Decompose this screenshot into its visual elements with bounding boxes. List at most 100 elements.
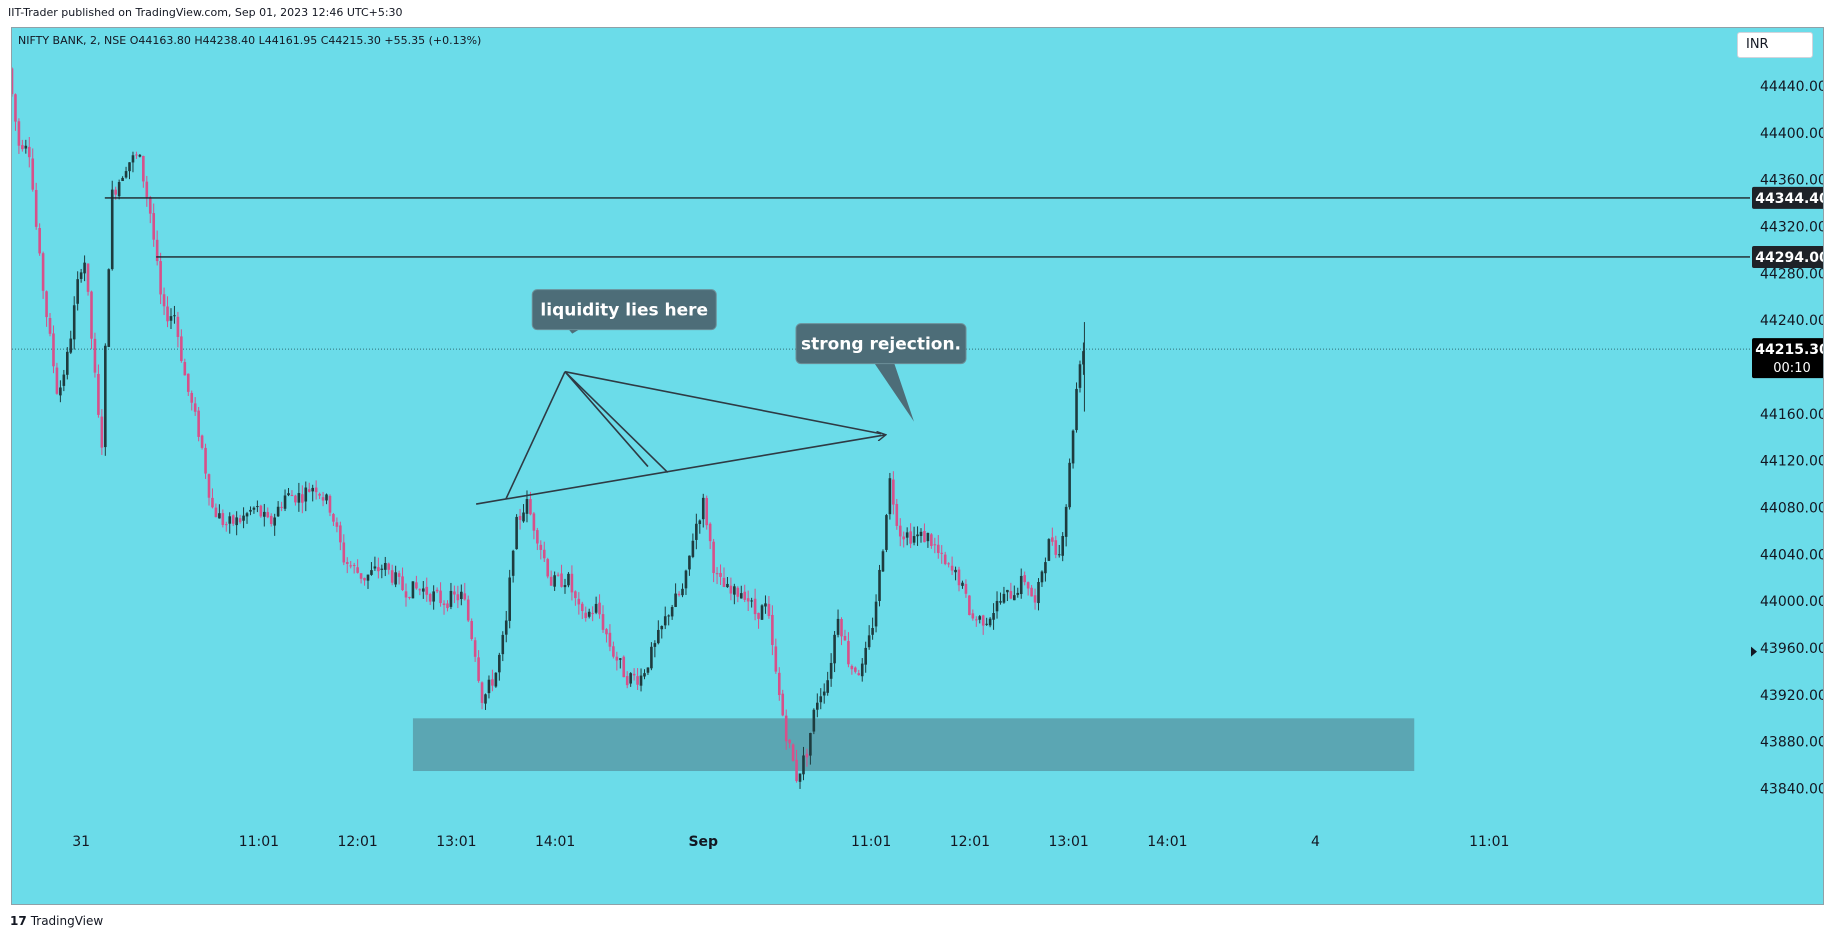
candle <box>854 666 857 674</box>
candle <box>518 508 522 530</box>
candle-body <box>301 494 304 503</box>
candle-body <box>643 673 646 677</box>
candle-body <box>753 598 757 615</box>
candle <box>432 585 435 610</box>
candle <box>995 591 999 619</box>
candle <box>643 669 646 680</box>
candle-body <box>104 345 107 448</box>
candle-body <box>629 673 632 684</box>
candle-body <box>898 525 902 537</box>
candle-body <box>677 593 681 596</box>
candle-body <box>826 680 829 693</box>
candle <box>135 151 138 159</box>
candle <box>698 519 702 534</box>
candle <box>767 596 771 619</box>
candle <box>726 577 729 588</box>
candle-body <box>491 679 494 686</box>
candle <box>812 708 816 735</box>
candle <box>926 532 930 548</box>
candle <box>1044 557 1047 582</box>
tradingview-footer[interactable]: 17 TradingView <box>10 914 103 928</box>
candle-body <box>854 667 857 672</box>
candle-body <box>605 629 608 635</box>
candle-body <box>190 392 194 403</box>
candle-body <box>660 625 664 630</box>
candle <box>822 683 826 704</box>
candle <box>297 482 301 512</box>
candle <box>729 577 733 601</box>
candle-body <box>985 623 988 625</box>
currency-selector[interactable]: INR <box>1737 32 1813 58</box>
candle <box>940 545 944 564</box>
demand-zone <box>412 718 1415 772</box>
candle <box>508 569 511 629</box>
candle <box>72 296 76 350</box>
candle-body <box>601 614 605 630</box>
candle-body <box>1071 430 1075 464</box>
candle-body <box>276 506 280 517</box>
candle <box>138 154 142 158</box>
candle <box>325 493 328 505</box>
candle <box>221 509 225 528</box>
candle <box>100 409 104 455</box>
candle-body <box>401 576 404 591</box>
callout-rejection: strong rejection. <box>795 323 967 422</box>
candle-body <box>961 582 964 586</box>
candle-body <box>933 544 937 546</box>
candle <box>173 305 176 324</box>
candle <box>352 562 356 574</box>
candle-body <box>850 665 854 670</box>
candle <box>629 672 632 687</box>
candle-body <box>155 239 159 262</box>
candle-body <box>435 589 439 592</box>
candle <box>1006 589 1009 602</box>
candle-body <box>829 662 833 679</box>
candle <box>491 669 494 692</box>
candle <box>55 362 59 395</box>
candle-body <box>757 612 760 619</box>
candle <box>142 155 145 188</box>
candle-body <box>1078 364 1082 388</box>
candle <box>1078 360 1082 393</box>
candle-body <box>466 599 470 621</box>
candle-body <box>715 573 719 575</box>
current-price-label: 44215.30 <box>1755 342 1824 358</box>
candle-body <box>867 635 871 648</box>
candle-body <box>397 573 401 577</box>
candle <box>584 606 588 622</box>
candle <box>318 492 321 500</box>
candle <box>176 311 180 348</box>
candle-body <box>484 694 487 704</box>
candle <box>563 578 567 594</box>
candle-body <box>304 487 308 502</box>
candle-body <box>1047 539 1051 561</box>
candle <box>93 332 97 378</box>
candle <box>31 148 35 192</box>
candle <box>110 180 114 271</box>
candle-body <box>93 338 97 373</box>
candle-body <box>169 316 173 321</box>
candle <box>1016 587 1020 598</box>
candle-body <box>480 682 484 704</box>
candle-body <box>612 646 615 657</box>
candle-body <box>1009 591 1013 599</box>
candle <box>356 559 359 574</box>
candle <box>905 527 909 546</box>
candle-body <box>45 291 48 318</box>
chart-panel[interactable]: liquidity lies here strong rejection. 444… <box>11 27 1824 905</box>
candle-body <box>228 516 232 524</box>
time-axis-label: 12:01 <box>337 834 377 850</box>
candle <box>259 504 263 518</box>
candle <box>598 594 601 619</box>
candle-body <box>750 600 753 602</box>
candle <box>66 347 69 380</box>
candle-body <box>881 551 885 572</box>
price-line-tag-label: 44344.40 <box>1755 191 1824 207</box>
candle <box>577 592 581 615</box>
candle-body <box>325 494 328 501</box>
candle-body <box>736 587 740 597</box>
candle-body <box>950 565 954 571</box>
candle <box>473 637 477 662</box>
candle-body <box>688 555 691 570</box>
